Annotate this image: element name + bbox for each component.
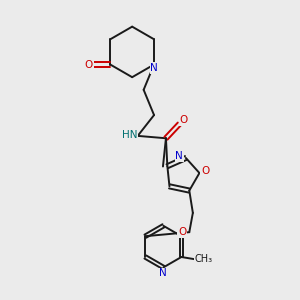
Text: O: O bbox=[85, 59, 93, 70]
Text: N: N bbox=[159, 268, 167, 278]
Text: O: O bbox=[178, 227, 186, 237]
Text: N: N bbox=[151, 63, 158, 73]
Text: N: N bbox=[176, 151, 183, 161]
Text: O: O bbox=[179, 116, 188, 125]
Text: O: O bbox=[201, 166, 209, 176]
Text: HN: HN bbox=[122, 130, 137, 140]
Text: CH₃: CH₃ bbox=[195, 254, 213, 264]
